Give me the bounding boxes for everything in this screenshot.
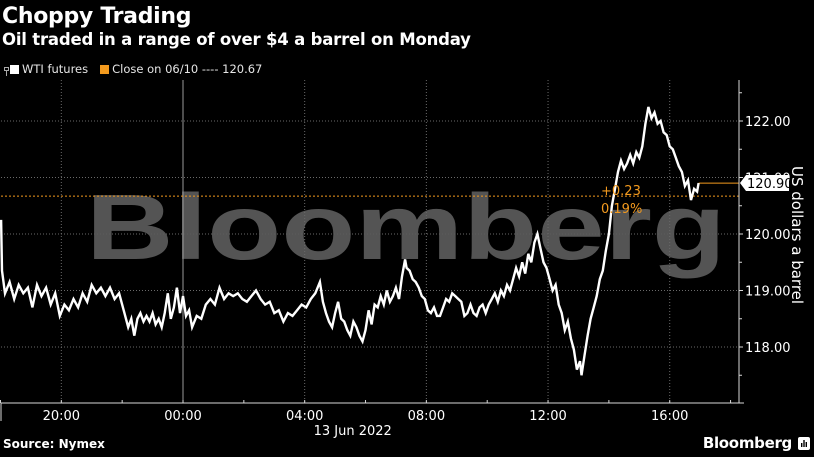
x-tick-label: 20:00 <box>43 409 80 424</box>
y-axis-title: US dollars a barrel <box>788 166 806 305</box>
y-tick-label: 119.00 <box>745 285 791 300</box>
legend-item-wti[interactable]: WTI futures <box>10 62 88 76</box>
x-tick-label: 16:00 <box>651 409 688 424</box>
x-tick-label: 00:00 <box>164 409 201 424</box>
legend-swatch-orange <box>100 64 110 74</box>
legend-item-close[interactable]: Close on 06/10 ---- 120.67 <box>100 62 262 76</box>
source-label: Source: Nymex <box>3 437 105 451</box>
x-tick-label: 04:00 <box>286 409 323 424</box>
x-date-label: 13 Jun 2022 <box>314 424 392 439</box>
chart-subtitle: Oil traded in a range of over $4 a barre… <box>2 30 471 49</box>
brand-text: Bloomberg <box>702 434 792 452</box>
bloomberg-chart-icon <box>798 436 810 450</box>
change-pct: 0.19% <box>601 202 642 217</box>
pin-icon[interactable] <box>4 65 9 76</box>
legend-label-close: Close on 06/10 ---- 120.67 <box>112 62 263 76</box>
last-price-value: 120.90 <box>747 177 793 192</box>
chart-title: Choppy Trading <box>2 4 192 29</box>
legend-swatch-white <box>10 64 19 74</box>
price-line-wti <box>0 106 700 376</box>
y-tick-label: 122.00 <box>745 115 791 130</box>
x-tick-label: 12:00 <box>529 409 566 424</box>
y-tick-label: 118.00 <box>745 341 791 356</box>
x-tick-label: 08:00 <box>408 409 445 424</box>
bloomberg-brand[interactable]: Bloomberg <box>703 434 810 452</box>
legend: WTI futures Close on 06/10 ---- 120.67 <box>4 62 274 76</box>
last-price-tag: 120.90 <box>740 175 793 192</box>
grid-lines-vertical <box>60 80 671 403</box>
legend-label-wti: WTI futures <box>22 62 89 76</box>
change-abs: +0.23 <box>601 184 641 199</box>
y-tick-label: 120.00 <box>745 228 791 243</box>
